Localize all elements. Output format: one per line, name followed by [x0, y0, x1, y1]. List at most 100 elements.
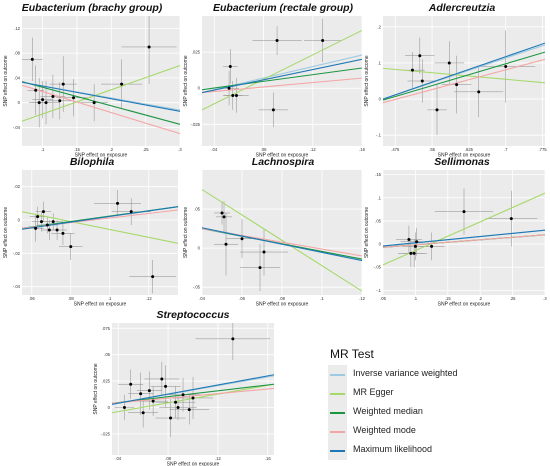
data-point — [45, 223, 49, 227]
y-tick-label: 0 — [379, 242, 382, 247]
x-axis-label: SNP effect on exposure — [438, 302, 491, 308]
y-tick-label: -.04 — [13, 284, 21, 289]
panel-5: Lachnospira .04 .06 .08 .1 .12 -.05 0 .05 SNP eff… — [183, 156, 366, 308]
y-tick-label: .075 — [102, 326, 111, 331]
data-point — [122, 405, 126, 409]
data-point — [187, 408, 191, 412]
regression-line — [383, 229, 545, 247]
x-tick-label: .12 — [310, 147, 316, 152]
x-tick-label: .25 — [510, 296, 516, 301]
data-point — [37, 101, 41, 105]
legend-key — [328, 422, 347, 441]
data-point — [120, 82, 124, 86]
x-tick-label: .12 — [215, 456, 221, 461]
panel-4: Bilophila .06 .08 .1 .12 -.04 -.02 0 .02 SNP effe… — [3, 156, 178, 308]
y-axis-label: SNP effect on outcome — [93, 363, 99, 414]
x-tick-label: .25 — [143, 147, 149, 152]
legend-label: MR Egger — [353, 387, 394, 397]
y-axis-label: SNP effect on outcome — [183, 207, 189, 258]
legend-key — [328, 384, 347, 403]
data-point — [410, 68, 414, 72]
y-tick-label: .05 — [375, 218, 381, 223]
x-tick-label: .06 — [29, 296, 35, 301]
plot-marks — [202, 189, 362, 292]
data-point — [34, 226, 38, 230]
plot-marks — [22, 16, 180, 135]
x-tick-label: .2 — [110, 147, 114, 152]
legend-item-weighted-median: Weighted median — [328, 403, 528, 422]
regression-line — [112, 387, 274, 404]
data-point — [227, 86, 231, 90]
x-tick-label: .1 — [414, 296, 418, 301]
x-tick-label: .12 — [359, 296, 365, 301]
data-point — [447, 61, 451, 65]
data-point — [234, 93, 238, 97]
x-tick-label: .625 — [465, 147, 474, 152]
legend-item-mr-egger: MR Egger — [328, 384, 528, 403]
data-point — [51, 94, 55, 98]
data-point — [435, 108, 439, 112]
data-point — [72, 96, 76, 100]
data-point — [40, 220, 43, 224]
x-tick-label: .04 — [199, 296, 205, 301]
y-tick-label: .12 — [14, 26, 20, 31]
x-tick-label: .12 — [146, 296, 152, 301]
x-tick-label: .04 — [115, 456, 121, 461]
legend-key — [328, 365, 347, 384]
y-axis-label: SNP effect on outcome — [3, 55, 9, 106]
x-tick-label: .16 — [265, 456, 271, 461]
regression-line — [202, 77, 362, 94]
panel-title: Bilophila — [70, 156, 114, 168]
y-tick-label: .05 — [194, 207, 200, 212]
data-point — [36, 215, 40, 219]
legend-label: Weighted mode — [353, 425, 416, 435]
y-tick-label: .2 — [378, 24, 382, 29]
y-tick-label: -.05 — [193, 285, 201, 290]
panel-title: Eubacterium (rectale group) — [213, 2, 354, 14]
data-point — [455, 83, 459, 87]
x-tick-label: .15 — [445, 296, 451, 301]
y-tick-label: -.02 — [13, 251, 21, 256]
x-tick-label: .1 — [108, 296, 112, 301]
panel-title: Streptococcus — [157, 309, 230, 321]
x-tick-label: .1 — [320, 296, 324, 301]
x-tick-label: .16 — [359, 147, 365, 152]
panel-6: Sellimonas .05 .1 .15 .2 .25 .3 -.1 -.05 0 .05 .1 .1… — [364, 156, 547, 308]
x-axis-label: SNP effect on exposure — [256, 153, 309, 159]
data-point — [262, 250, 266, 254]
data-point — [147, 389, 151, 393]
data-point — [407, 237, 411, 241]
legend-title: MR Test — [330, 347, 374, 361]
y-tick-label: .05 — [104, 352, 110, 357]
x-tick-label: .08 — [68, 296, 74, 301]
data-point — [129, 382, 133, 386]
y-tick-label: -.04 — [13, 125, 21, 130]
data-point — [116, 201, 120, 205]
legend-label: Weighted median — [353, 406, 423, 416]
x-axis-label: SNP effect on exposure — [167, 462, 220, 466]
plot-background — [202, 16, 362, 146]
x-tick-label: .15 — [74, 147, 80, 152]
data-point — [409, 251, 413, 255]
data-point — [41, 210, 45, 214]
data-point — [151, 399, 155, 403]
legend-swatch-weighted-mode — [330, 430, 345, 433]
panel-title: Lachnospira — [252, 156, 315, 168]
data-point — [509, 217, 513, 221]
data-point — [220, 211, 224, 215]
data-point — [231, 93, 235, 97]
y-tick-label: 0 — [198, 246, 201, 251]
x-axis-label: SNP effect on exposure — [75, 153, 128, 159]
data-point — [415, 240, 419, 244]
regression-line — [383, 42, 545, 100]
panel-3: Adlercreutzia .475 .55 .625 .7 .775 -.1 0 .1 .2 SN… — [364, 2, 547, 159]
data-point — [231, 337, 235, 341]
plot-marks — [383, 30, 545, 136]
data-point — [92, 101, 96, 105]
panel-title: Adlercreutzia — [428, 2, 496, 14]
y-tick-label: .025 — [102, 379, 111, 384]
data-point — [69, 245, 73, 249]
data-point — [430, 244, 434, 248]
data-point — [504, 65, 508, 69]
